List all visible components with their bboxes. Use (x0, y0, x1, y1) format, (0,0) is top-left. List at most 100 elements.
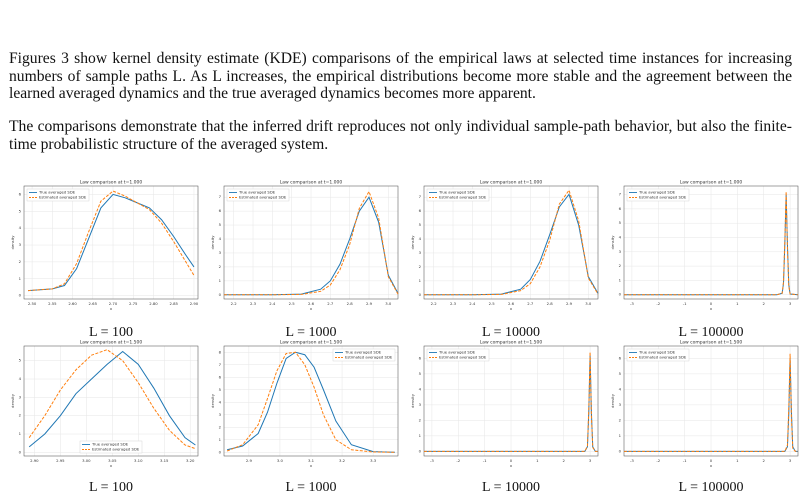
legend-label: Estimated averaged SDE (639, 355, 687, 360)
series-line (28, 350, 196, 448)
x-axis-label: x (710, 463, 713, 468)
x-tick-label: 2.4 (269, 301, 276, 306)
x-axis-label: x (310, 306, 313, 311)
legend-label: Estimated averaged SDE (639, 195, 687, 200)
x-tick-label: 3.05 (108, 458, 117, 463)
y-axis-label: density (410, 393, 415, 408)
legend-box (426, 348, 490, 362)
x-tick-label: 3.00 (82, 458, 91, 463)
y-tick-label: 3 (419, 402, 422, 407)
chart-title: Law comparison at t=1.000 (80, 180, 143, 186)
x-tick-label: 2.2 (431, 301, 438, 306)
x-axis-label: x (310, 463, 313, 468)
y-tick-label: 8 (219, 349, 222, 354)
y-tick-label: 5 (219, 387, 222, 392)
x-tick-label: 2 (563, 458, 566, 463)
x-tick-label: 1 (536, 458, 539, 463)
plot-frame (423, 345, 599, 457)
legend-label: True averaged SDE (38, 190, 76, 195)
x-tick-label: 2.3 (450, 301, 457, 306)
plot-frame (223, 345, 399, 457)
legend-label: Estimated averaged SDE (439, 195, 487, 200)
y-tick-label: 4 (419, 386, 422, 391)
y-tick-label: 7 (419, 194, 422, 199)
legend-box (332, 348, 396, 362)
y-tick-label: 3 (19, 242, 22, 247)
y-tick-label: 5 (19, 208, 22, 213)
x-tick-label: 2.8 (347, 301, 354, 306)
plot-frame (623, 345, 799, 457)
y-tick-label: 3 (219, 250, 222, 255)
y-axis-label: density (10, 235, 15, 250)
x-axis-label: x (110, 306, 113, 311)
x-tick-label: 0 (710, 301, 713, 306)
y-tick-label: 5 (619, 220, 622, 225)
y-tick-label: 0 (19, 449, 22, 454)
chart-title: Law comparison at t=1.500 (480, 340, 543, 346)
series-line (28, 193, 195, 292)
y-tick-label: 2 (219, 264, 222, 269)
y-tick-label: 6 (419, 355, 422, 360)
series-line (424, 352, 598, 452)
x-tick-label: -3 (430, 458, 434, 463)
y-tick-label: 0 (619, 292, 622, 297)
legend-label: Estimated averaged SDE (239, 195, 287, 200)
x-tick-label: -2 (656, 301, 660, 306)
x-tick-label: 0 (710, 458, 713, 463)
x-tick-label: 3.0 (385, 301, 392, 306)
legend-box (26, 188, 90, 202)
plot-frame (223, 185, 399, 300)
x-tick-label: 2.7 (527, 301, 534, 306)
y-tick-label: 2 (219, 424, 222, 429)
legend-label: Estimated averaged SDE (92, 447, 140, 452)
y-tick-label: 2 (419, 417, 422, 422)
x-tick-label: 3.15 (160, 458, 169, 463)
y-tick-label: 0 (419, 448, 422, 453)
y-tick-label: 4 (19, 376, 22, 381)
y-tick-label: 4 (219, 399, 222, 404)
x-tick-label: 2.90 (190, 301, 199, 306)
x-tick-label: 2.4 (469, 301, 476, 306)
y-tick-label: 2 (419, 264, 422, 269)
x-tick-label: 2.55 (48, 301, 57, 306)
x-tick-label: 2.50 (28, 301, 37, 306)
y-tick-label: 2 (19, 259, 22, 264)
series-line (224, 190, 399, 296)
y-tick-label: 7 (219, 194, 222, 199)
legend-label: True averaged SDE (638, 190, 676, 195)
y-tick-label: 2 (619, 263, 622, 268)
chart-title: Law comparison at t=1.500 (280, 340, 343, 346)
x-tick-label: 3 (789, 301, 792, 306)
series-line (424, 189, 599, 296)
legend-label: True averaged SDE (238, 190, 276, 195)
x-tick-label: 3.0 (277, 458, 284, 463)
y-tick-label: 4 (219, 236, 222, 241)
x-axis-label: x (110, 463, 113, 468)
chart-title: Law comparison at t=1.000 (680, 180, 743, 186)
x-tick-label: 2 (763, 458, 766, 463)
legend-box (226, 188, 290, 202)
x-tick-label: -1 (683, 458, 687, 463)
caption: L = 1000 (286, 325, 337, 340)
y-tick-label: 6 (19, 191, 22, 196)
y-tick-label: 3 (19, 394, 22, 399)
series-line (226, 351, 395, 453)
x-tick-label: 2.2 (231, 301, 238, 306)
y-tick-label: 5 (419, 222, 422, 227)
caption: L = 100000 (679, 480, 744, 495)
x-tick-label: 2.95 (56, 458, 65, 463)
y-tick-label: 0 (419, 292, 422, 297)
x-tick-label: 2.5 (489, 301, 496, 306)
x-tick-label: -1 (483, 458, 487, 463)
paragraph: Figures 3 show kernel density estimate (… (9, 50, 792, 102)
y-tick-label: 0 (219, 292, 222, 297)
legend-label: True averaged SDE (638, 350, 676, 355)
y-tick-label: 5 (619, 371, 622, 376)
y-tick-label: 0 (619, 448, 622, 453)
x-tick-label: 2.8 (547, 301, 554, 306)
y-tick-label: 1 (19, 431, 22, 436)
x-tick-label: 2.65 (89, 301, 98, 306)
y-tick-label: 3 (619, 402, 622, 407)
legend-label: Estimated averaged SDE (39, 195, 87, 200)
